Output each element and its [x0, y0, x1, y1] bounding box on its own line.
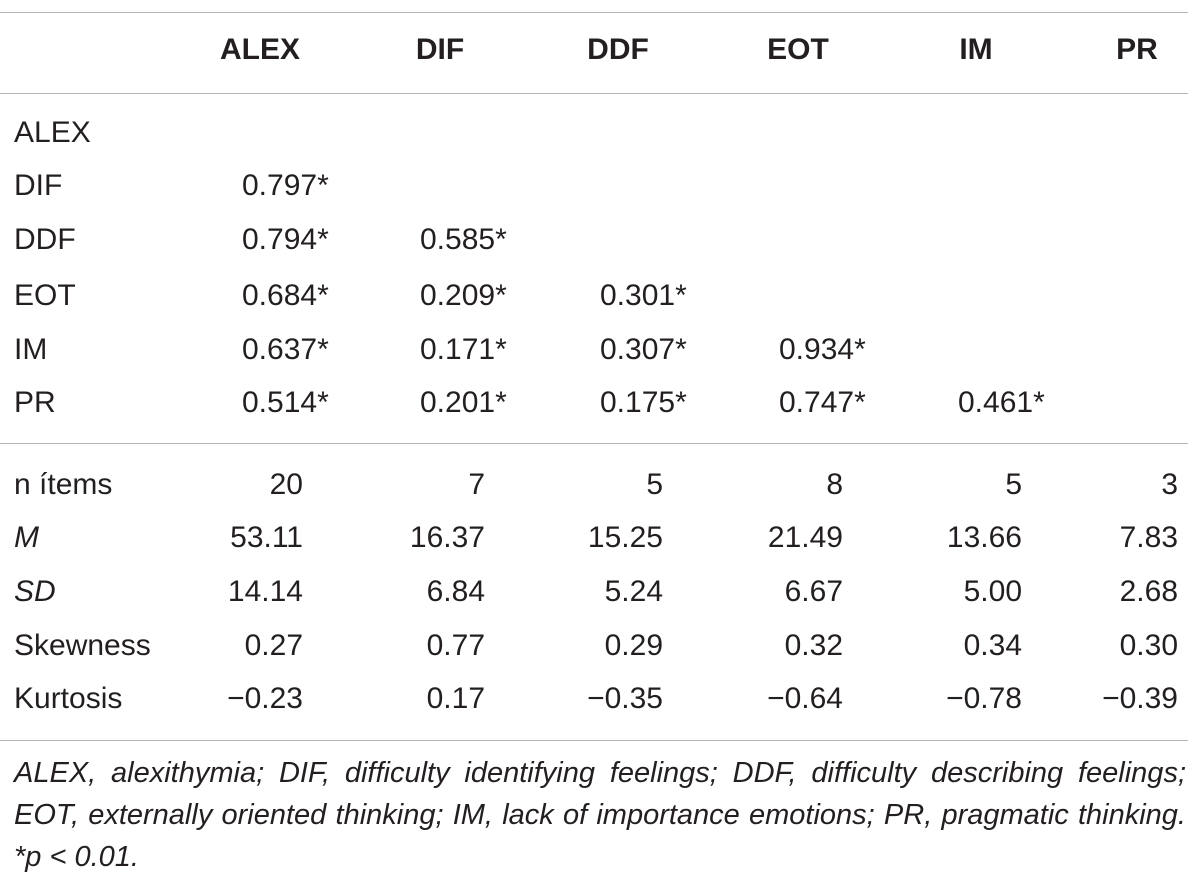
column-header: DIF [415, 33, 465, 66]
stat-value: 5 [1005, 468, 1022, 501]
row-label: Kurtosis [14, 682, 123, 715]
correlation-value: 0.175* [600, 386, 687, 419]
correlation-value: 0.461* [958, 386, 1045, 419]
stat-value: 16.37 [409, 521, 485, 554]
stat-value: 0.29 [604, 629, 663, 662]
stat-value: 15.25 [587, 521, 663, 554]
correlation-value: 0.794* [242, 223, 329, 256]
stat-value: −0.35 [587, 682, 663, 715]
stat-value: 7.83 [1119, 521, 1178, 554]
column-header: IM [959, 33, 993, 66]
correlation-value: 0.171* [420, 333, 507, 366]
row-label: PR [14, 386, 56, 419]
correlation-value: 0.585* [420, 223, 507, 256]
correlation-value: 0.209* [420, 279, 507, 312]
bottom-rule [0, 740, 1188, 741]
correlation-value: 0.684* [242, 279, 329, 312]
column-header: DDF [587, 33, 649, 66]
column-header: ALEX [219, 33, 301, 66]
correlation-value: 0.747* [779, 386, 866, 419]
stat-value: 5 [646, 468, 663, 501]
stat-value: 13.66 [946, 521, 1022, 554]
row-label: EOT [14, 279, 76, 312]
header-rule [0, 93, 1188, 94]
stat-value: 0.34 [963, 629, 1022, 662]
stat-value: 6.84 [426, 575, 485, 608]
stat-value: 5.00 [963, 575, 1022, 608]
row-label: M [14, 521, 39, 554]
stat-value: 3 [1161, 468, 1178, 501]
correlation-value: 0.201* [420, 386, 507, 419]
stat-value: 21.49 [767, 521, 843, 554]
correlation-value: 0.797* [242, 169, 329, 202]
stat-value: 14.14 [227, 575, 303, 608]
correlation-value: 0.934* [779, 333, 866, 366]
correlation-value: 0.637* [242, 333, 329, 366]
row-label: SD [14, 575, 56, 608]
stat-value: 5.24 [604, 575, 663, 608]
correlation-value: 0.307* [600, 333, 687, 366]
row-label: n ítems [14, 468, 113, 501]
row-label: DIF [14, 169, 63, 202]
stat-value: 53.11 [230, 521, 303, 554]
row-label: ALEX [14, 116, 91, 149]
correlation-value: 0.301* [600, 279, 687, 312]
stat-value: −0.64 [767, 682, 843, 715]
stat-value: −0.39 [1102, 682, 1178, 715]
row-label: DDF [14, 223, 76, 256]
stat-value: −0.78 [946, 682, 1022, 715]
column-header: EOT [767, 33, 829, 66]
stat-value: 0.77 [426, 629, 485, 662]
stat-value: 0.32 [784, 629, 843, 662]
stat-value: 6.67 [784, 575, 843, 608]
footnote: ALEX, alexithymia; DIF, difficulty ident… [14, 757, 1186, 873]
section-rule [0, 443, 1188, 444]
stat-value: 2.68 [1119, 575, 1178, 608]
stat-value: −0.23 [227, 682, 303, 715]
row-label: Skewness [14, 629, 151, 662]
top-rule [0, 12, 1188, 13]
stat-value: 7 [468, 468, 485, 501]
column-header: PR [1116, 33, 1158, 66]
stat-value: 8 [826, 468, 843, 501]
stat-value: 0.17 [426, 682, 485, 715]
row-label: IM [14, 333, 48, 366]
stat-value: 0.30 [1119, 629, 1178, 662]
correlation-value: 0.514* [242, 386, 329, 419]
stat-value: 20 [269, 468, 303, 501]
stat-value: 0.27 [244, 629, 303, 662]
